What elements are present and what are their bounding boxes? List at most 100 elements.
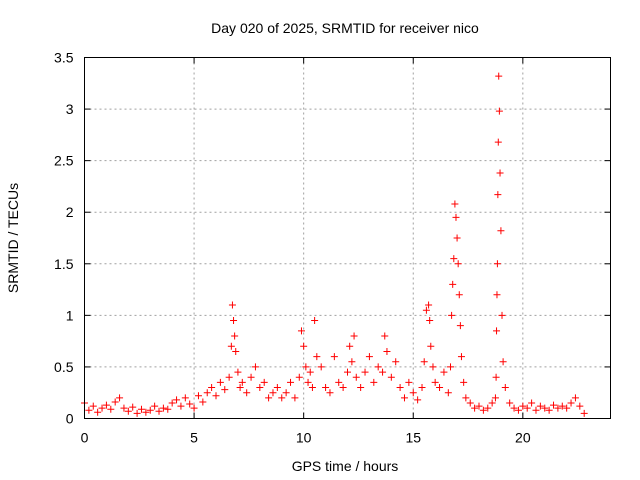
data-point (426, 317, 434, 325)
data-point (203, 389, 211, 397)
x-tick-label: 10 (296, 430, 312, 446)
data-point (256, 384, 264, 392)
data-point (344, 368, 351, 376)
data-point (414, 396, 422, 404)
data-point (510, 404, 518, 412)
tick-layer: 0 0.5 1 1.5 2 2.5 3 3.5 0 5 10 15 20 (54, 50, 611, 446)
data-point (494, 138, 502, 146)
y-tick-label: 1 (66, 307, 74, 323)
data-point (227, 342, 235, 350)
data-point (221, 386, 229, 394)
data-point (580, 409, 588, 417)
data-point (120, 404, 128, 412)
data-point (448, 311, 456, 319)
data-point (348, 358, 356, 366)
y-tick-label: 2.5 (54, 153, 74, 169)
data-point (228, 301, 236, 309)
data-point (194, 392, 202, 400)
data-point (493, 327, 501, 335)
x-tick-label: 20 (515, 430, 531, 446)
data-point (304, 378, 312, 386)
data-point (326, 389, 334, 397)
data-point (436, 384, 444, 392)
data-point (199, 398, 207, 406)
data-point (230, 317, 238, 325)
data-point (453, 234, 461, 242)
data-point (133, 409, 141, 417)
data-point (563, 404, 571, 412)
data-point (396, 384, 404, 392)
data-point (282, 389, 290, 397)
y-tick-label: 2 (66, 204, 74, 220)
data-point (392, 358, 400, 366)
y-tick-label: 1.5 (54, 256, 74, 272)
data-point (208, 384, 216, 392)
data-point (466, 399, 474, 407)
data-point (181, 394, 189, 402)
data-point (451, 200, 459, 208)
data-point (457, 353, 465, 361)
data-point (116, 394, 124, 402)
data-point (232, 347, 240, 355)
data-point (212, 392, 220, 400)
data-point (260, 378, 268, 386)
data-point (514, 406, 522, 414)
data-point (291, 394, 299, 402)
data-point (491, 394, 499, 402)
data-point (479, 406, 487, 414)
data-point (567, 399, 575, 407)
data-point (495, 72, 503, 80)
data-point (484, 404, 492, 412)
data-point (287, 378, 295, 386)
data-point (168, 399, 176, 407)
data-point (151, 402, 159, 410)
data-point (238, 378, 246, 386)
data-point (164, 405, 172, 413)
data-point (297, 327, 305, 335)
data-point (302, 363, 310, 371)
data-point (177, 402, 185, 410)
chart-title: Day 020 of 2025, SRMTID for receiver nic… (211, 20, 479, 36)
data-point (190, 404, 198, 412)
data-point (313, 353, 321, 361)
data-point (383, 347, 391, 355)
grid-layer (84, 57, 611, 419)
data-point (317, 363, 325, 371)
data-point (216, 378, 224, 386)
data-point (427, 342, 435, 350)
data-point (449, 280, 457, 288)
data-point (387, 373, 395, 381)
data-point (339, 384, 347, 392)
data-point (155, 407, 163, 415)
y-tick-label: 0 (66, 411, 74, 427)
data-point (269, 389, 277, 397)
data-point (306, 368, 314, 376)
data-point (111, 398, 119, 406)
data-point (462, 394, 470, 402)
data-point (496, 169, 504, 177)
data-point (365, 353, 373, 361)
data-point (425, 301, 433, 309)
data-point (456, 322, 464, 330)
data-point (488, 399, 496, 407)
data-point (454, 260, 462, 268)
data-point (357, 384, 365, 392)
data-point (146, 406, 154, 414)
data-point (499, 358, 507, 366)
data-point (225, 373, 233, 381)
data-point (247, 373, 255, 381)
data-point (236, 384, 244, 392)
data-point (173, 396, 181, 404)
data-point (493, 291, 501, 299)
data-point (89, 402, 97, 410)
data-point (444, 389, 452, 397)
y-tick-label: 3.5 (54, 50, 74, 66)
data-point (536, 402, 544, 410)
data-point (308, 384, 316, 392)
data-point (501, 384, 509, 392)
data-point (452, 213, 460, 221)
data-point (311, 317, 319, 325)
data-point (550, 401, 558, 409)
data-point (576, 402, 584, 410)
